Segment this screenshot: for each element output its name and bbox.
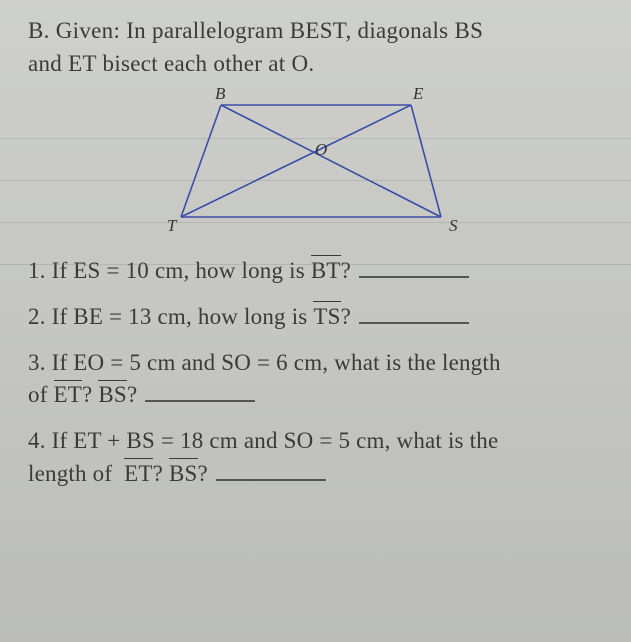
answer-blank[interactable] <box>359 301 469 324</box>
problem-given: B. Given: In parallelogram BEST, diagona… <box>28 14 613 81</box>
answer-blank[interactable] <box>145 380 255 403</box>
question-number: 2. <box>28 304 46 329</box>
question-text: If BE = 13 cm, how long is <box>52 304 308 329</box>
answer-blank[interactable] <box>359 255 469 278</box>
diagonal-name: ET <box>68 51 96 76</box>
question-text: If ES = 10 cm, how long is <box>52 258 305 283</box>
question-number: 4. <box>28 428 46 453</box>
question-tail: ? <box>198 461 208 486</box>
question-text: of <box>28 382 48 407</box>
svg-text:O: O <box>315 140 327 159</box>
section-label: B. <box>28 18 50 43</box>
segment-BT: BT <box>311 255 341 287</box>
notebook-rule <box>0 222 631 223</box>
parallelogram-svg: B E T S O <box>161 87 481 237</box>
question-3: 3. If EO = 5 cm and SO = 6 cm, what is t… <box>28 347 613 411</box>
question-tail: ? <box>341 304 351 329</box>
notebook-rule <box>0 138 631 139</box>
svg-text:E: E <box>412 87 424 103</box>
segment-TS: TS <box>313 301 340 333</box>
given-text: Given: In parallelogram <box>56 18 284 43</box>
shape-name: BEST <box>290 18 346 43</box>
given-text: and <box>28 51 62 76</box>
notebook-rule <box>0 180 631 181</box>
question-2: 2. If BE = 13 cm, how long is TS? <box>28 301 613 333</box>
svg-text:B: B <box>215 87 226 103</box>
answer-blank[interactable] <box>216 458 326 481</box>
center-point: O. <box>291 51 314 76</box>
question-tail: ? <box>82 382 92 407</box>
question-1: 1. If ES = 10 cm, how long is BT? <box>28 255 613 287</box>
question-4: 4. If ET + BS = 18 cm and SO = 5 cm, wha… <box>28 425 613 489</box>
question-text: If EO = 5 cm and SO = 6 cm, what is the … <box>52 350 501 375</box>
question-text: If ET + BS = 18 cm and SO = 5 cm, what i… <box>52 428 499 453</box>
question-text: length of <box>28 461 112 486</box>
question-tail: ? <box>341 258 351 283</box>
segment-BS: BS <box>169 458 198 490</box>
given-text: bisect each other at <box>103 51 286 76</box>
svg-text:S: S <box>449 216 458 235</box>
question-tail: ? <box>127 382 137 407</box>
segment-ET: ET <box>54 379 83 411</box>
question-tail: ? <box>153 461 163 486</box>
question-number: 1. <box>28 258 46 283</box>
segment-BS: BS <box>98 379 127 411</box>
diagonal-name: BS <box>454 18 483 43</box>
svg-text:T: T <box>167 216 178 235</box>
worksheet-page: B. Given: In parallelogram BEST, diagona… <box>0 0 631 642</box>
given-text: , diagonals <box>345 18 448 43</box>
question-number: 3. <box>28 350 46 375</box>
segment-ET: ET <box>124 458 153 490</box>
parallelogram-figure: B E T S O <box>28 87 613 237</box>
